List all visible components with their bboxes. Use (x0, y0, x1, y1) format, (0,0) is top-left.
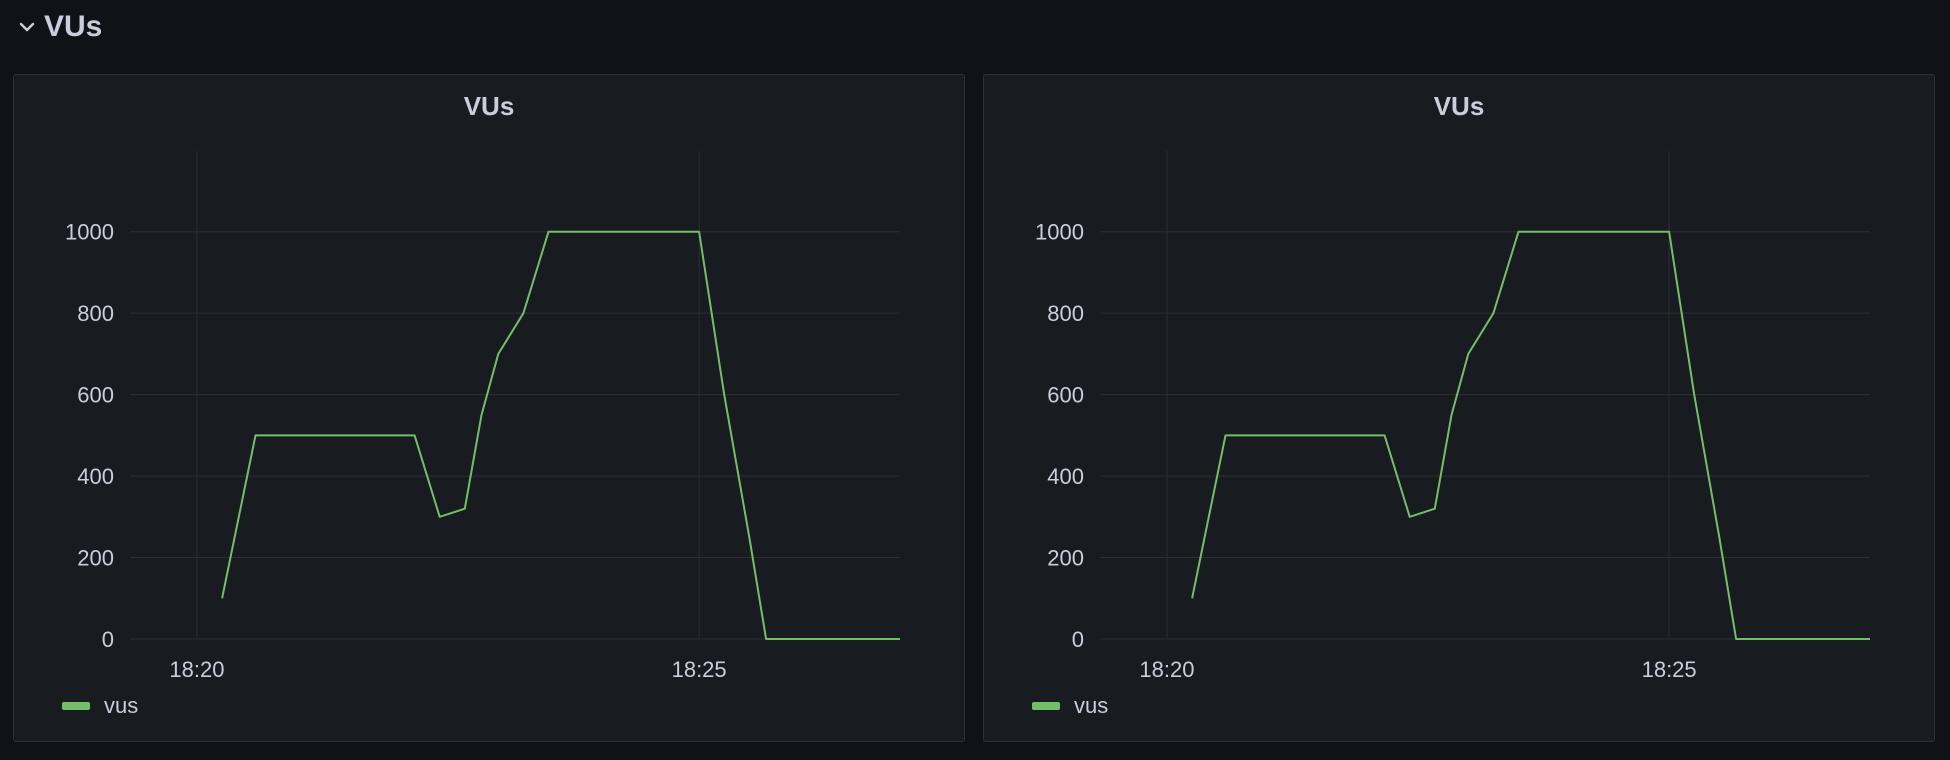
y-tick-label: 0 (102, 627, 114, 652)
legend-label: vus (104, 693, 139, 718)
y-tick-label: 600 (1047, 383, 1084, 408)
panel-title: VUs (463, 91, 515, 121)
legend-swatch (1032, 702, 1060, 710)
y-tick-label: 800 (77, 301, 114, 326)
row-title: VUs (44, 10, 103, 43)
vus-chart: 0 200 400 600 800 1000 18:20 18:25 (1035, 151, 1870, 682)
y-tick-label: 200 (77, 546, 114, 571)
legend-label: vus (1074, 693, 1109, 718)
vus-panel[interactable]: VUs 0 200 400 600 800 1000 18:20 18:25 vus (983, 74, 1935, 742)
y-tick-label: 200 (1047, 546, 1084, 571)
vus-chart: 0 200 400 600 800 1000 18:20 18:25 (65, 151, 900, 682)
x-tick-label: 18:20 (169, 657, 224, 682)
panel-title: VUs (1433, 91, 1485, 121)
legend-item-vus[interactable]: vus (62, 693, 138, 719)
y-tick-label: 0 (1072, 627, 1084, 652)
series-line-vus (1191, 230, 1870, 640)
chevron-down-icon[interactable] (18, 18, 36, 36)
x-tick-label: 18:25 (1642, 657, 1697, 682)
y-tick-label: 400 (77, 464, 114, 489)
y-tick-label: 800 (1047, 301, 1084, 326)
series-line-vus (221, 230, 900, 640)
y-tick-label: 1000 (1035, 220, 1084, 245)
x-tick-label: 18:20 (1139, 657, 1194, 682)
y-tick-label: 600 (77, 383, 114, 408)
y-tick-label: 1000 (65, 220, 114, 245)
y-tick-label: 400 (1047, 464, 1084, 489)
row-header[interactable]: VUs (18, 6, 102, 48)
vus-panel[interactable]: VUs 0 200 400 600 800 1000 18:20 18:25 vus (13, 74, 965, 742)
legend-item-vus[interactable]: vus (1032, 693, 1108, 719)
legend-swatch (62, 702, 90, 710)
x-tick-label: 18:25 (672, 657, 727, 682)
